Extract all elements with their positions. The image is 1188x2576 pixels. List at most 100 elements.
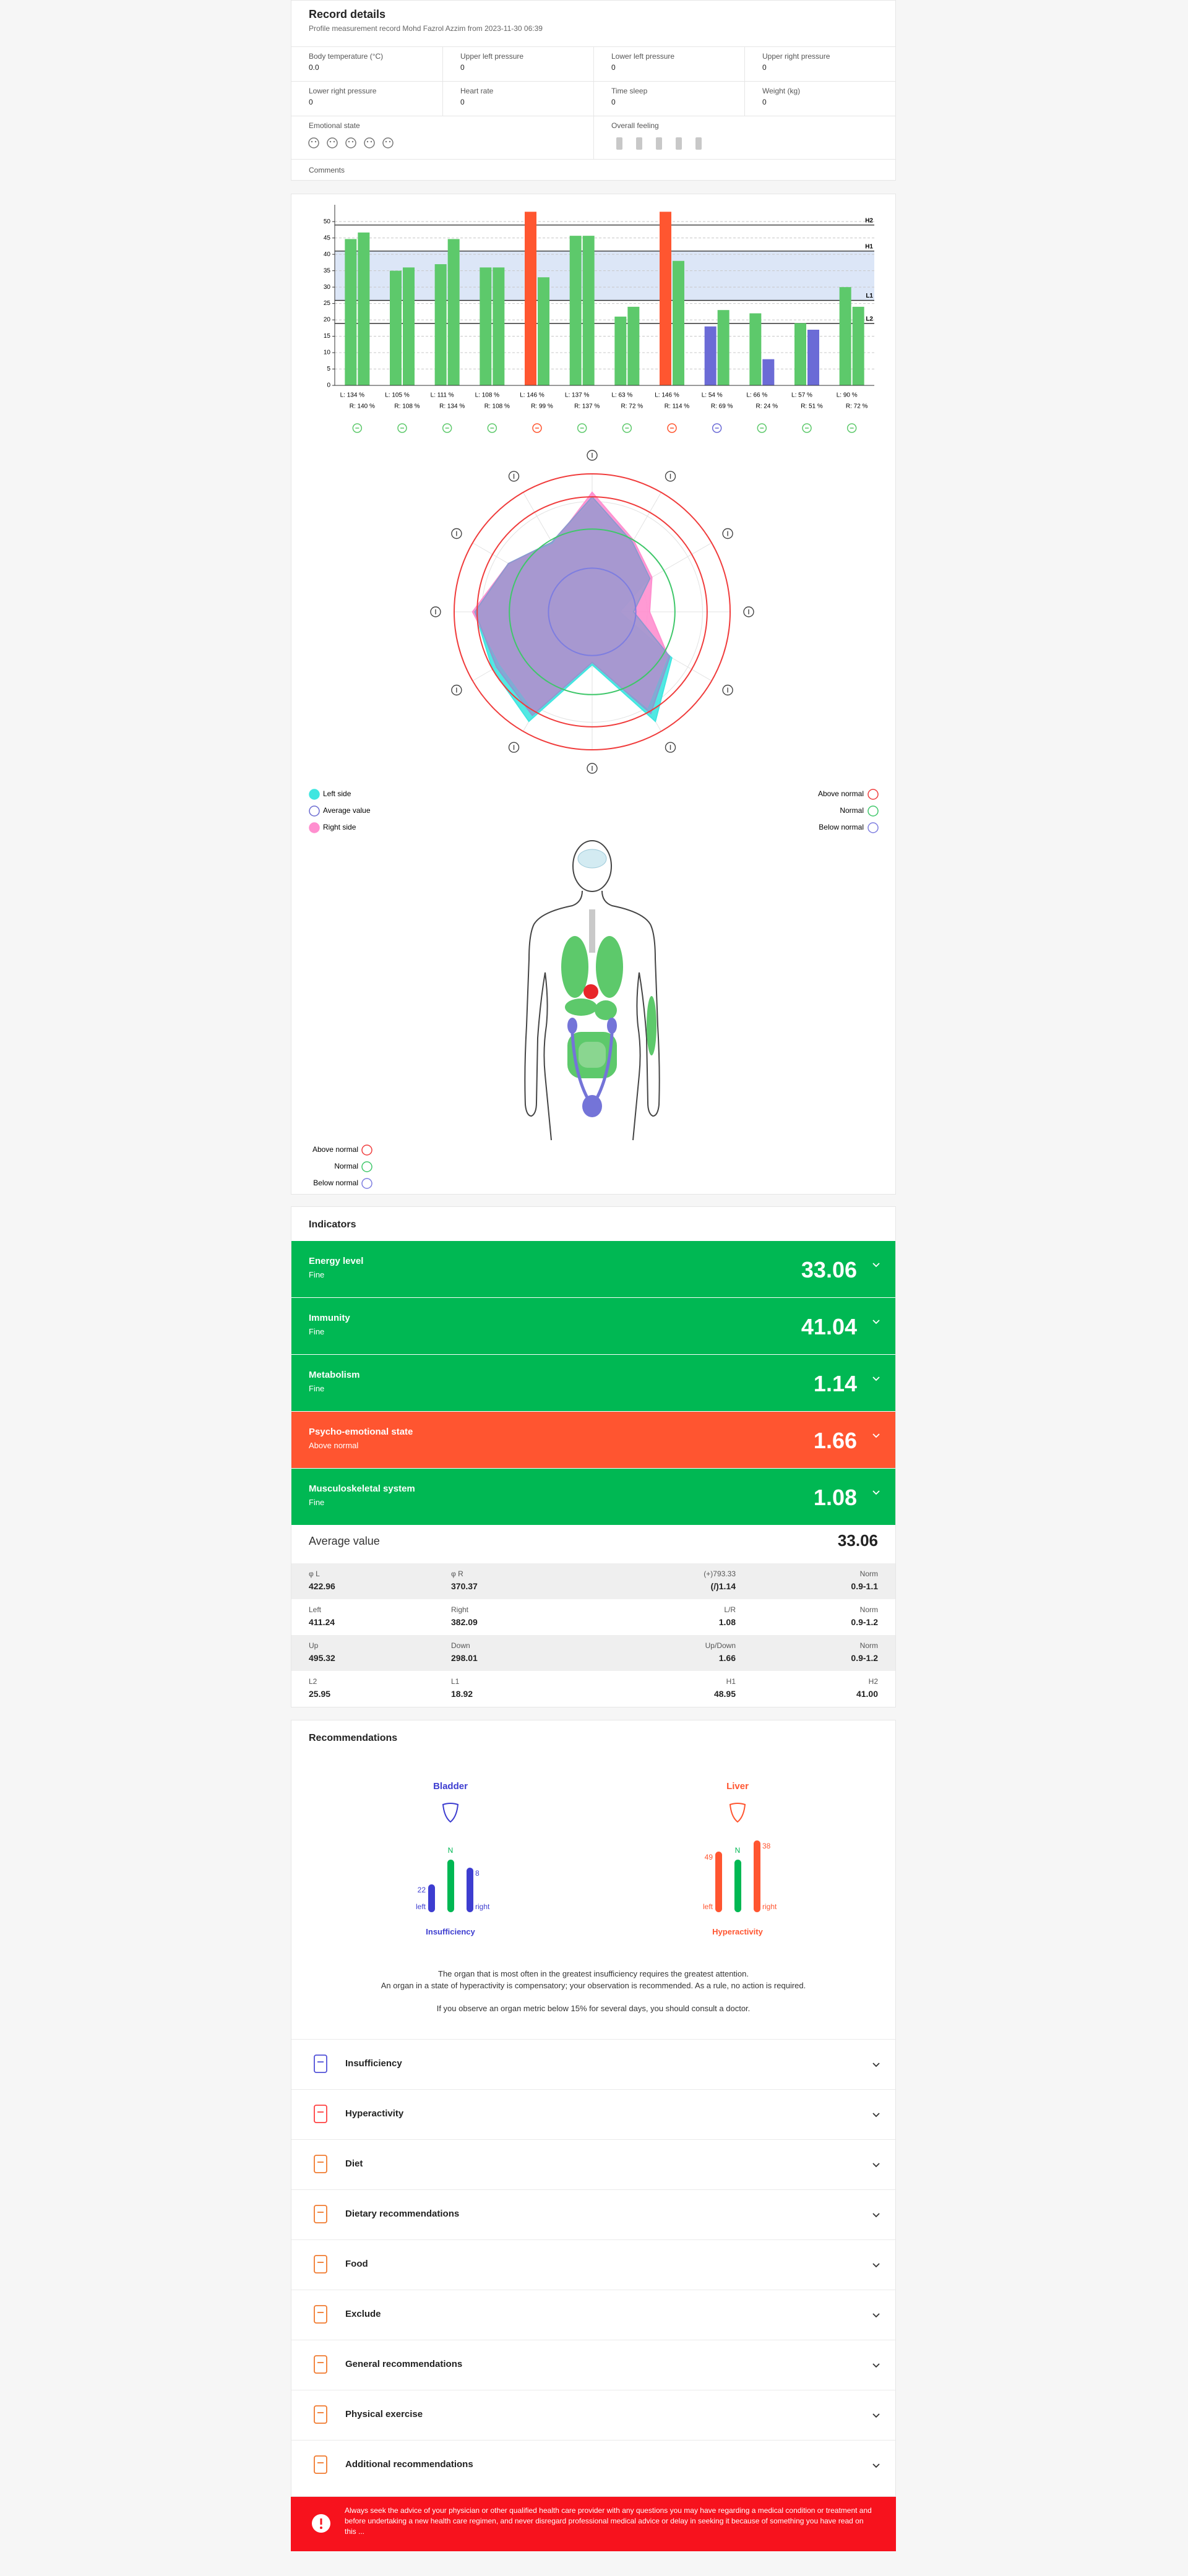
accordion-item[interactable]: Insufficiency [291,2039,895,2089]
eye [348,140,350,143]
field-cell: Time sleep 0 [593,81,744,116]
metric-label: φ R [451,1569,463,1578]
head [572,840,612,892]
legend-label: Right side [323,823,356,831]
metric-value: 1.08 [718,1617,736,1627]
bar [852,306,864,385]
battery [695,137,702,150]
accordion-item[interactable]: Physical exercise [291,2390,895,2440]
bar [839,287,851,385]
metric-label: Norm [859,1641,878,1650]
indicator-row[interactable]: Energy level Fine 33.06 [291,1241,895,1297]
bar [390,270,402,385]
accordion-item[interactable]: Exclude [291,2290,895,2340]
field-cell: Heart rate 0 [442,81,593,116]
section-icon-shape [314,2305,327,2324]
bar [704,326,717,385]
x-label-right: R: 134 % [439,403,465,410]
accordion-item[interactable]: General recommendations [291,2340,895,2390]
indicator-row[interactable]: Metabolism Fine 1.14 [291,1355,895,1411]
accordion-item[interactable]: Food [291,2239,895,2290]
body-outline [524,890,660,1141]
eye [314,140,317,143]
bar [434,264,447,385]
bar [582,236,595,385]
y-tick-label: 0 [327,382,330,389]
field-cell: Upper right pressure 0 [744,46,895,81]
bar [627,306,640,385]
field-label: Emotional state [309,121,360,130]
metric-label: L1 [451,1677,460,1686]
organ-icon [442,1803,459,1823]
x-label-left: L: 54 % [702,392,723,399]
accordion-item[interactable]: Additional recommendations [291,2440,895,2490]
organ-icon [442,423,452,433]
indicator-row[interactable]: Immunity Fine 41.04 [291,1298,895,1354]
legend-label: Left side [323,789,351,798]
bar [807,329,819,385]
indicator-name: Energy level [309,1256,364,1266]
organ-icon [487,423,497,433]
field-value: 0 [611,63,616,72]
y-tick-label: 5 [327,366,330,372]
y-tick-label: 10 [324,350,331,356]
radar-icon [451,528,462,539]
outline-left [524,890,583,1141]
section-icon [314,2455,327,2474]
indicator-row[interactable]: Musculoskeletal system Fine 1.08 [291,1469,895,1525]
section-icon-shape [314,2355,327,2374]
metrics-row: Left 411.24 Right 382.09 L/R 1.08 Norm 0.9-1.2 [291,1599,895,1635]
indicator-name: Psycho-emotional state [309,1427,413,1437]
radar-ring [509,528,676,695]
indicator-status: Fine [309,1270,325,1279]
x-label-left: L: 57 % [791,392,812,399]
x-label-right: R: 99 % [531,403,553,410]
metric-value: 495.32 [309,1653,335,1663]
radar-icon [722,684,733,696]
indicator-row[interactable]: Psycho-emotional state Above normal 1.66 [291,1412,895,1468]
legend-ring [867,805,879,817]
organ-icon [729,1803,746,1823]
x-label-right: R: 140 % [350,403,375,410]
x-label-right: R: 24 % [756,403,778,410]
chevron [872,2363,880,2368]
organ-left: left [415,1902,426,1911]
alert-dot [320,2527,322,2529]
field-label: Upper left pressure [460,52,524,61]
section-icon [314,2105,327,2123]
eye [370,140,372,143]
x-label-left: L: 63 % [611,392,632,399]
chevron-line [872,2213,880,2218]
radar-icon [587,763,598,774]
accordion-item[interactable]: Dietary recommendations [291,2189,895,2239]
indicator-value: 1.08 [813,1485,857,1510]
accordion-item[interactable]: Hyperactivity [291,2089,895,2139]
stomach [595,1000,617,1020]
reference-label: L2 [866,316,873,322]
chevron [872,1490,880,1495]
face [345,137,356,148]
radar-edge [454,473,731,750]
section-icon [314,2405,327,2424]
spine [589,909,595,953]
chevron-line [872,2063,880,2067]
metric-label: H2 [868,1677,878,1686]
batteries [616,137,702,150]
eye [366,140,369,143]
outline-right [601,890,660,1141]
bar [403,267,415,385]
face [364,137,375,148]
field-cell: Lower right pressure 0 [291,81,442,116]
field-cell: Body temperature (°C) 0.0 [291,46,442,81]
battery [636,137,642,150]
body-legend-label: Above normal [312,1145,358,1154]
battery [676,137,682,150]
accordion-item[interactable]: Diet [291,2139,895,2189]
recommendations-card: Recommendations Bladder N 22 8 left right Insuf… [291,1720,896,2497]
x-label-left: L: 105 % [385,392,410,399]
lung-right [596,936,623,998]
organ-icon-shape [729,1803,746,1823]
field-value: 0 [762,98,767,106]
chevron [872,2413,880,2418]
legend-ring [867,789,879,800]
